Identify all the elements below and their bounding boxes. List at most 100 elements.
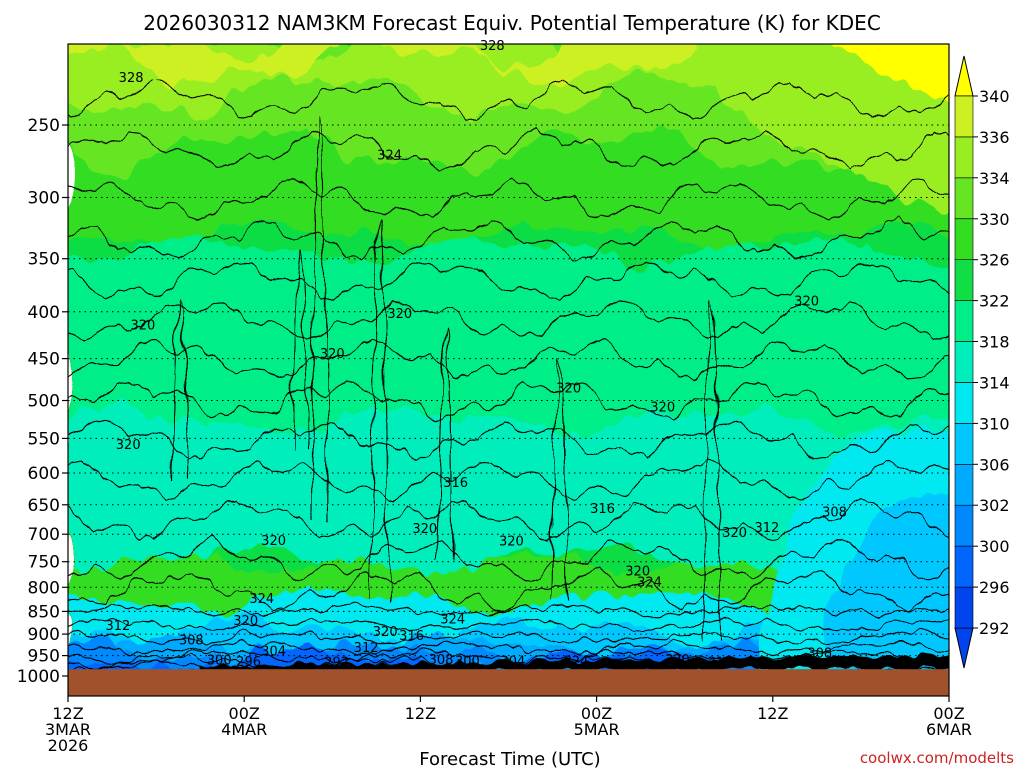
band-fill bbox=[68, 44, 949, 89]
x-tick-label-2: 12Z bbox=[405, 704, 436, 723]
contour-label-3: 320 bbox=[130, 319, 155, 334]
contour-label-13: 312 bbox=[754, 521, 779, 536]
y-tick-label-450: 450 bbox=[28, 350, 60, 370]
colorbar-swatch-336 bbox=[954, 95, 974, 138]
contour-label-2: 324 bbox=[377, 149, 402, 164]
colorbar-swatch-310 bbox=[954, 382, 974, 424]
y-tick-label-350: 350 bbox=[28, 250, 60, 270]
y-tick-label-400: 400 bbox=[28, 303, 60, 323]
contour-label-21: 320 bbox=[233, 614, 258, 629]
x-axis-label: Forecast Time (UTC) bbox=[419, 749, 600, 768]
colorbar-label-340: 340 bbox=[979, 87, 1010, 106]
x-tick-sublabel-3-0: 5MAR bbox=[574, 720, 620, 739]
colorbar-bottom-arrow bbox=[954, 627, 974, 669]
contour-label-12: 308 bbox=[822, 506, 847, 521]
x-tick-label-0: 12Z bbox=[52, 704, 83, 723]
colorbar-label-322: 322 bbox=[979, 292, 1010, 311]
x-tick-sublabel-0-1: 2026 bbox=[48, 736, 89, 755]
y-tick-label-700: 700 bbox=[28, 525, 60, 545]
contour-label-36: 320 bbox=[665, 653, 690, 668]
contour-line bbox=[551, 359, 569, 601]
y-tick-label-300: 300 bbox=[28, 189, 60, 209]
contour-line bbox=[291, 249, 309, 451]
colorbar-swatch-306 bbox=[954, 423, 974, 465]
contour-line bbox=[436, 329, 454, 561]
colorbar-swatch-314 bbox=[954, 341, 974, 383]
contour-label-10: 316 bbox=[443, 476, 468, 491]
contour-label-30: 296 bbox=[236, 655, 261, 670]
y-tick-label-750: 750 bbox=[28, 553, 60, 573]
y-tick-label-850: 850 bbox=[28, 602, 60, 622]
contour-label-22: 324 bbox=[440, 613, 465, 628]
contour-label-38: 308 bbox=[807, 647, 832, 662]
y-tick-label-250: 250 bbox=[28, 116, 60, 136]
x-tick-label-4: 12Z bbox=[757, 704, 788, 723]
colorbar-swatch-334 bbox=[954, 136, 974, 179]
theta-e-fill bbox=[68, 44, 949, 696]
contour-line bbox=[68, 78, 949, 121]
contour-label-17: 320 bbox=[261, 534, 286, 549]
colorbar-label-326: 326 bbox=[979, 251, 1010, 270]
contour-line bbox=[68, 569, 949, 611]
x-tick-label-5: 00Z bbox=[933, 704, 964, 723]
contour-label-6: 320 bbox=[116, 438, 141, 453]
contour-line bbox=[68, 339, 949, 381]
contour-label-16: 320 bbox=[499, 535, 524, 550]
contour-label-9: 320 bbox=[794, 295, 819, 310]
colorbar-swatch-300 bbox=[954, 504, 974, 547]
colorbar-label-296: 296 bbox=[979, 578, 1010, 597]
contour-label-8: 320 bbox=[650, 401, 675, 416]
colorbar-label-334: 334 bbox=[979, 169, 1010, 188]
contour-label-27: 312 bbox=[354, 641, 379, 656]
contour-label-18: 320 bbox=[625, 565, 650, 580]
contour-line bbox=[68, 603, 949, 617]
colorbar-label-336: 336 bbox=[979, 128, 1010, 147]
colorbar-label-314: 314 bbox=[979, 374, 1010, 393]
colorbar-label-306: 306 bbox=[979, 455, 1010, 474]
colorbar-swatch-302 bbox=[954, 463, 974, 506]
x-tick-sublabel-1-0: 4MAR bbox=[221, 720, 267, 739]
contour-line bbox=[311, 119, 329, 521]
contour-line bbox=[68, 178, 949, 222]
band-fill bbox=[68, 234, 949, 465]
contour-label-0: 328 bbox=[119, 71, 144, 86]
colorbar-label-310: 310 bbox=[979, 414, 1010, 433]
contour-line bbox=[68, 641, 949, 655]
contour-line bbox=[68, 498, 949, 542]
x-tick-label-3: 00Z bbox=[581, 704, 612, 723]
contour-line bbox=[68, 618, 949, 632]
colorbar-label-292: 292 bbox=[979, 619, 1010, 638]
y-tick-label-500: 500 bbox=[28, 392, 60, 412]
contour-label-11: 316 bbox=[590, 502, 615, 517]
plot-frame bbox=[67, 43, 950, 697]
contour-label-7: 320 bbox=[556, 381, 581, 396]
colorbar-label-302: 302 bbox=[979, 496, 1010, 515]
y-tick-label-950: 950 bbox=[28, 647, 60, 667]
contour-line bbox=[68, 538, 949, 582]
colorbar-swatch-296 bbox=[954, 545, 974, 588]
contour-label-20: 324 bbox=[249, 592, 274, 607]
contour-label-1: 328 bbox=[480, 39, 505, 54]
colorbar-label-300: 300 bbox=[979, 537, 1010, 556]
x-tick-label-1: 00Z bbox=[229, 704, 260, 723]
colorbar-swatch-322 bbox=[954, 259, 974, 301]
underground-fill bbox=[68, 669, 949, 696]
plot-area: 328 328 324 320 320 320 320 320 320 320 316 316 308 3… bbox=[67, 39, 950, 697]
contour-label-33: 300 bbox=[455, 654, 480, 669]
contour-line bbox=[371, 219, 389, 601]
y-tick-label-900: 900 bbox=[28, 625, 60, 645]
colorbar-swatch-292 bbox=[954, 586, 974, 629]
x-tick-sublabel-5-0: 6MAR bbox=[926, 720, 972, 739]
band-fill bbox=[820, 494, 949, 690]
contour-line bbox=[68, 258, 949, 302]
contour-label-37: 316 bbox=[707, 655, 732, 670]
contour-labels: 328 328 324 320 320 320 320 320 320 320 316 316 308 3… bbox=[105, 39, 846, 671]
credit-label: coolwx.com/modelts bbox=[860, 749, 1014, 767]
contour-label-4: 320 bbox=[387, 307, 412, 322]
y-tick-label-600: 600 bbox=[28, 464, 60, 484]
x-tick-sublabel-0-0: 3MAR bbox=[45, 720, 91, 739]
contour-line bbox=[68, 128, 949, 172]
y-tick-label-550: 550 bbox=[28, 429, 60, 449]
contour-line bbox=[68, 459, 949, 502]
